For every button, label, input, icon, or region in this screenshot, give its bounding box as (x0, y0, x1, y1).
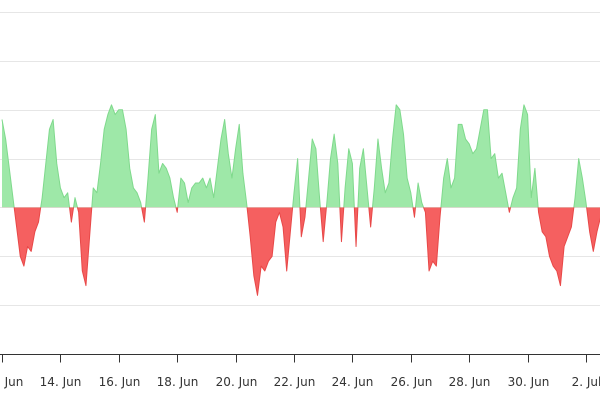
negative-series-line (13, 207, 600, 296)
x-axis: 12. Jun 14. Jun 16. Jun 18. Jun 20. Jun 22. J… (0, 354, 600, 389)
x-tick-label: 2. Jul (572, 375, 600, 389)
plot-area (1, 104, 600, 296)
grid-lines (0, 12, 600, 355)
x-tick-label: 14. Jun (40, 375, 82, 389)
x-tick-label: 18. Jun (157, 375, 199, 389)
x-tick-label: 12. Jun (0, 375, 23, 389)
negative-area (2, 207, 600, 296)
x-tick-label: 24. Jun (332, 375, 374, 389)
x-tick-label: 20. Jun (216, 375, 258, 389)
x-tick-label: 16. Jun (99, 375, 141, 389)
x-tick-label: 22. Jun (274, 375, 316, 389)
positive-series-line (1, 104, 588, 208)
x-tick-label: 26. Jun (391, 375, 433, 389)
x-tick-label: 30. Jun (508, 375, 550, 389)
x-tick-label: 28. Jun (449, 375, 491, 389)
positive-area (2, 104, 587, 208)
